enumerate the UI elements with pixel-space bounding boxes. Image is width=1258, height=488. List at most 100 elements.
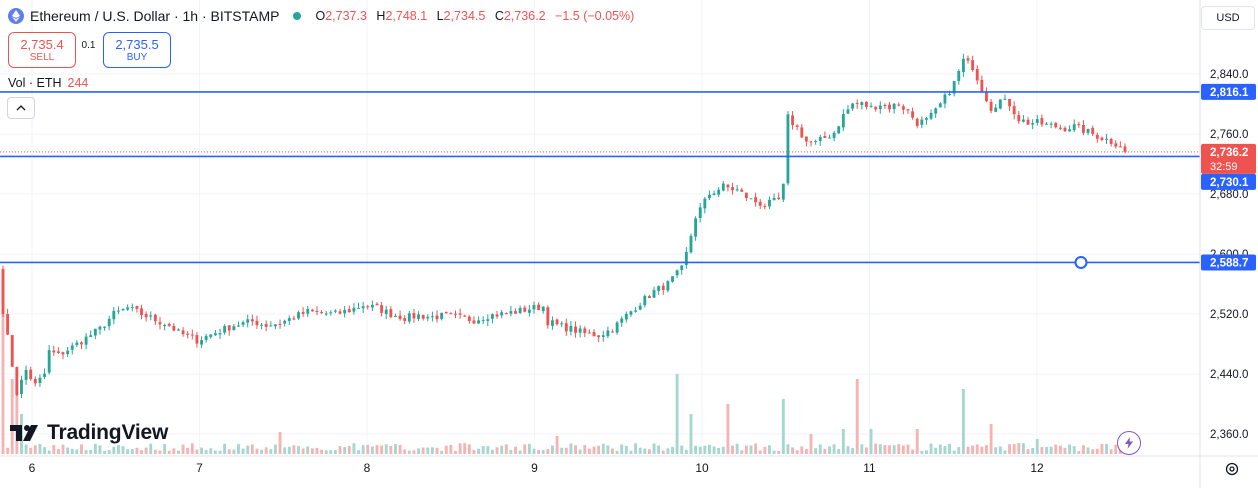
volume-bar	[10, 379, 14, 454]
candle-body	[343, 309, 347, 314]
volume-bar	[952, 450, 956, 454]
candles	[1, 53, 1127, 398]
candle-body	[726, 184, 730, 188]
volume-bar	[791, 447, 794, 454]
lightning-icon[interactable]	[1117, 431, 1141, 455]
candle-body	[237, 325, 240, 327]
volume-bar	[647, 449, 651, 454]
candle-body	[551, 320, 554, 326]
candle-body	[61, 352, 65, 355]
hline-price-label: 2,588.7	[1210, 257, 1248, 269]
candle-body	[223, 325, 227, 333]
candle-body	[721, 183, 725, 191]
volume-legend[interactable]: Vol · ETH 244	[8, 76, 88, 90]
candle-body	[126, 307, 130, 310]
candle-body	[121, 308, 125, 311]
candle-body	[915, 118, 919, 126]
candle-body	[647, 296, 651, 299]
candle-body	[828, 137, 831, 139]
chevron-up-icon	[16, 105, 26, 111]
volume-bar	[634, 443, 637, 454]
candle-body	[643, 295, 647, 306]
volume-bar	[915, 429, 919, 454]
candle-body	[394, 315, 397, 318]
volume-bar	[601, 443, 605, 454]
volume-bar	[412, 450, 416, 454]
candle-body	[652, 290, 656, 298]
volume-bar	[47, 450, 51, 454]
tradingview-logo[interactable]: TradingView	[10, 421, 168, 445]
volume-bar	[454, 450, 457, 454]
candle-body	[1072, 124, 1076, 131]
volume-bar	[721, 446, 725, 454]
settings-icon[interactable]	[1222, 459, 1242, 479]
symbol-title[interactable]: Ethereum / U.S. Dollar · 1h · BITSTAMP	[30, 8, 280, 24]
volume-bar	[532, 448, 536, 454]
currency-selector[interactable]: USD	[1201, 6, 1255, 30]
volume-bar	[837, 449, 841, 454]
candle-body	[384, 309, 388, 314]
volume-bar	[929, 443, 933, 454]
volume-bar	[140, 450, 143, 454]
volume-bar	[398, 445, 402, 454]
volume-bar	[684, 449, 688, 454]
volume-bar	[255, 448, 259, 454]
high-value: 2,748.1	[385, 9, 428, 23]
candle-body	[107, 318, 111, 327]
candle-body	[689, 235, 693, 253]
y-tick-label: 2,360.0	[1210, 429, 1248, 441]
candle-body	[467, 316, 471, 321]
candle-body	[218, 333, 222, 335]
volume-bar	[564, 447, 568, 454]
volume-bar	[1068, 444, 1072, 454]
volume-bar	[486, 446, 490, 454]
volume-bar	[380, 445, 384, 454]
candle-body	[855, 102, 859, 104]
candle-body	[694, 218, 698, 237]
buy-button[interactable]: 2,735.5 BUY	[103, 32, 171, 68]
candle-body	[403, 318, 407, 321]
candle-body	[426, 316, 430, 319]
volume-bar	[786, 444, 790, 454]
candle-body	[357, 307, 360, 309]
volume-bar	[749, 445, 753, 454]
volume-bar	[620, 444, 624, 454]
volume-bar	[181, 444, 185, 454]
candle-body	[75, 342, 79, 346]
volume-bar	[703, 445, 707, 454]
sell-button[interactable]: 2,735.4 SELL	[8, 32, 76, 68]
volume-bar	[301, 448, 305, 454]
volume-bar	[144, 447, 148, 454]
candle-body	[232, 326, 236, 331]
candle-body	[966, 58, 970, 61]
volume-bar	[1, 274, 5, 454]
volume-bar	[66, 447, 70, 454]
volume-bar	[855, 379, 859, 454]
candle-body	[264, 323, 268, 327]
volume-bar	[504, 444, 508, 454]
collapse-legend-button[interactable]	[7, 97, 35, 119]
candle-body	[888, 104, 891, 110]
volume-bar	[394, 444, 397, 454]
volume-bar	[1058, 445, 1062, 454]
candle-body	[952, 81, 956, 94]
candle-body	[435, 315, 439, 320]
volume-bars	[1, 274, 1127, 454]
sell-label: SELL	[29, 51, 55, 63]
volume-bar	[329, 450, 333, 454]
candle-body	[89, 335, 93, 338]
volume-bar	[1021, 443, 1025, 454]
candle-body	[486, 319, 490, 321]
candle-body	[6, 314, 10, 335]
volume-bar	[343, 447, 347, 454]
candle-body	[777, 197, 781, 200]
candle-body	[38, 377, 42, 383]
candle-body	[564, 323, 568, 332]
candle-body	[70, 345, 74, 350]
candle-body	[989, 101, 993, 111]
candle-body	[200, 340, 203, 345]
y-tick-label: 2,520.0	[1210, 309, 1248, 321]
volume-bar	[449, 444, 453, 454]
symbol-legend[interactable]: Ethereum / U.S. Dollar · 1h · BITSTAMP O…	[8, 6, 640, 26]
